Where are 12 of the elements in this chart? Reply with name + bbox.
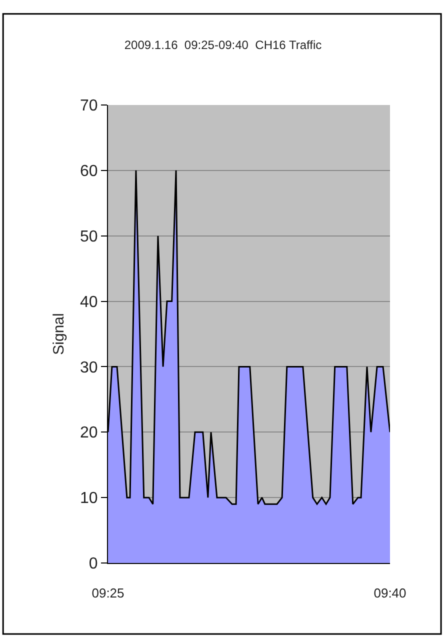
x-tick-label: 09:25 <box>92 586 124 601</box>
y-tick-label: 40 <box>80 294 98 311</box>
y-tick-label: 30 <box>80 359 98 376</box>
y-axis-title: Signal <box>50 313 68 355</box>
y-tick-label: 0 <box>88 556 98 573</box>
chart-title: 2009.1.16 09:25-09:40 CH16 Traffic <box>124 38 322 52</box>
y-tick-label: 20 <box>80 424 98 442</box>
x-tick-label: 09:40 <box>374 586 406 601</box>
y-tick-label: 60 <box>80 163 98 180</box>
y-tick-label: 70 <box>80 98 98 115</box>
y-tick-label: 50 <box>80 228 98 246</box>
y-tick-label: 10 <box>80 490 98 508</box>
